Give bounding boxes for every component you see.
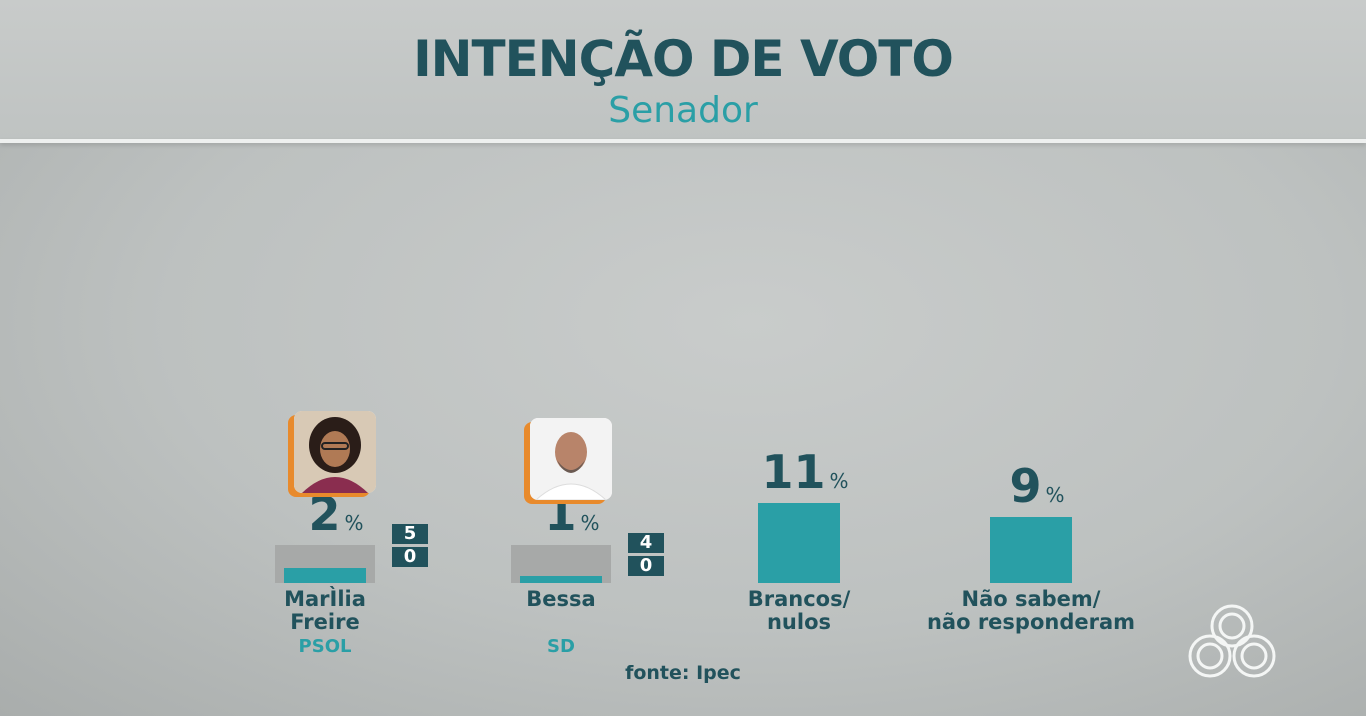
data-label-value: 9 <box>1009 459 1042 514</box>
data-label-unit: % <box>829 468 849 493</box>
category-label: MarÌlia Freire <box>205 588 445 634</box>
category-label-line: Bessa <box>526 587 596 611</box>
party-label: SD <box>547 636 575 657</box>
candidate-photo <box>530 418 612 500</box>
category-label-line: Não sabem/ <box>961 587 1101 611</box>
margin-box-bottom: 0 <box>392 547 428 567</box>
bar <box>758 502 840 583</box>
category-label-line: Freire <box>290 610 360 634</box>
data-label-value: 2 <box>308 487 341 541</box>
category-label: Bessa <box>441 588 681 611</box>
page-title: INTENÇÃO DE VOTO <box>413 30 954 88</box>
broadcaster-logo-icon <box>1188 604 1276 678</box>
data-label-unit: % <box>580 511 600 535</box>
category-label-line: Brancos/ <box>747 587 851 611</box>
header-band <box>0 0 1366 140</box>
page-subtitle: Senador <box>608 90 758 131</box>
header-divider <box>0 139 1366 143</box>
category-label: Não sabem/não responderam <box>911 588 1151 634</box>
category-label-line: MarÌlia <box>284 587 366 611</box>
data-label-unit: % <box>344 511 364 535</box>
party-label: PSOL <box>298 636 352 657</box>
bar <box>990 517 1072 583</box>
data-label-value: 11 <box>761 444 826 499</box>
bar <box>520 575 602 583</box>
bar <box>284 568 366 583</box>
data-label: 2% <box>308 491 363 537</box>
source-note: fonte: Ipec <box>625 662 741 684</box>
margin-box-top: 5 <box>392 524 428 544</box>
category-label-line: nulos <box>766 610 832 634</box>
margin-box-top: 4 <box>628 533 664 553</box>
data-label: 11% <box>761 449 848 495</box>
data-label: 9% <box>1009 463 1064 509</box>
category-label-line: não responderam <box>926 610 1136 634</box>
candidate-photo <box>294 411 376 493</box>
category-label: Brancos/nulos <box>679 588 919 634</box>
data-label-unit: % <box>1045 483 1065 508</box>
margin-box-bottom: 0 <box>628 556 664 576</box>
